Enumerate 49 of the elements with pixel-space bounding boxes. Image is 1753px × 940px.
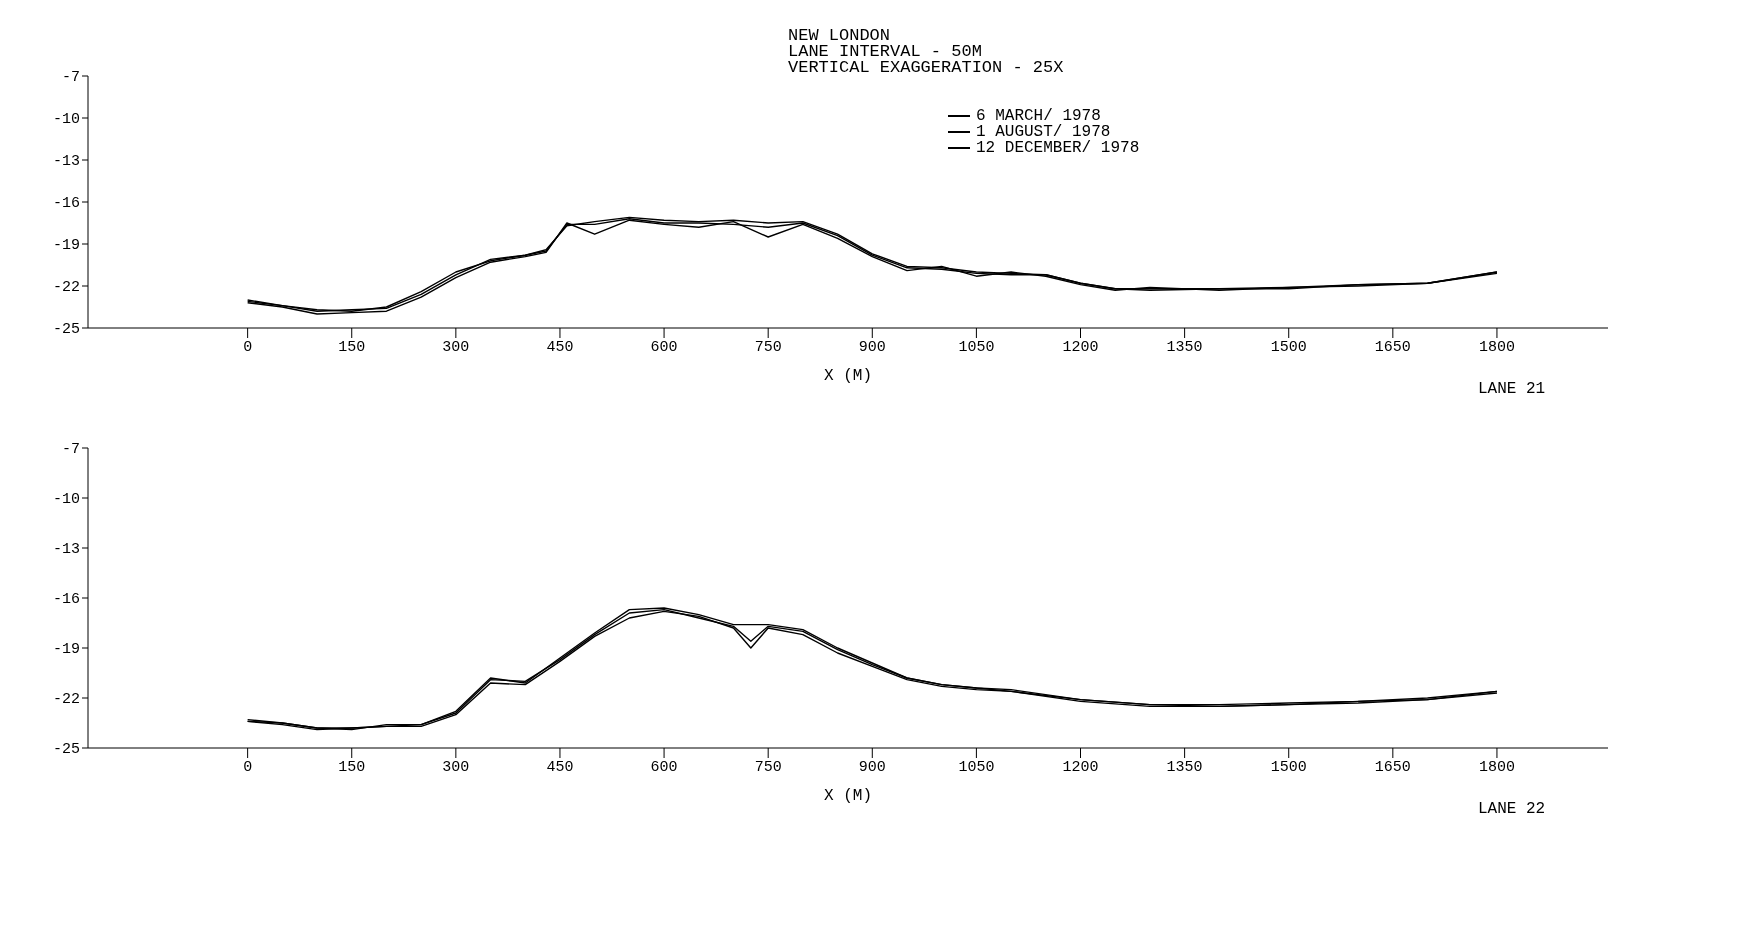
legend-label: 1 AUGUST/ 1978 <box>976 123 1111 141</box>
x-tick-label: 1350 <box>1166 758 1203 776</box>
y-tick-label: -13 <box>52 541 80 559</box>
chart-title: NEW LONDON <box>788 26 892 45</box>
x-tick-label: 150 <box>338 338 366 356</box>
y-tick-label: -10 <box>52 491 80 509</box>
y-tick-label: -19 <box>52 237 80 255</box>
y-tick-label: -10 <box>52 111 80 129</box>
y-tick-label: -19 <box>52 641 80 659</box>
y-tick-label: -22 <box>52 279 80 297</box>
x-axis-title: X (M) <box>823 787 873 805</box>
x-tick-label: 0 <box>243 338 253 356</box>
x-tick-label: 300 <box>442 758 470 776</box>
x-tick-label: 1650 <box>1374 758 1411 776</box>
x-tick-label: 150 <box>338 758 366 776</box>
x-tick-label: 600 <box>650 758 678 776</box>
chart-subtitle: LANE INTERVAL - 50M VERTICAL EXAGGERATION - 25X <box>788 42 1064 77</box>
x-tick-label: 1050 <box>958 338 995 356</box>
x-tick-label: 750 <box>754 338 782 356</box>
y-tick-label: -16 <box>52 195 80 213</box>
y-tick-label: -25 <box>52 321 80 339</box>
y-tick-label: -22 <box>52 691 80 709</box>
x-tick-label: 1500 <box>1270 758 1307 776</box>
x-tick-label: 1650 <box>1374 338 1411 356</box>
x-tick-label: 1350 <box>1166 338 1203 356</box>
legend-label: 12 DECEMBER/ 1978 <box>976 139 1140 157</box>
x-tick-label: 1500 <box>1270 338 1307 356</box>
x-tick-label: 750 <box>754 758 782 776</box>
x-axis-title: X (M) <box>823 367 873 385</box>
y-tick-label: -7 <box>61 69 80 87</box>
x-tick-label: 450 <box>546 338 574 356</box>
x-tick-label: 600 <box>650 338 678 356</box>
y-tick-label: -25 <box>52 741 80 759</box>
x-tick-label: 1800 <box>1478 338 1515 356</box>
legend-label: 6 MARCH/ 1978 <box>976 107 1101 125</box>
x-tick-label: 300 <box>442 338 470 356</box>
x-tick-label: 1200 <box>1062 758 1099 776</box>
x-tick-label: 450 <box>546 758 574 776</box>
text: LANE 21 <box>1478 380 1546 398</box>
y-tick-label: -13 <box>52 153 80 171</box>
x-tick-label: 1050 <box>958 758 995 776</box>
y-tick-label: -7 <box>61 441 80 459</box>
x-tick-label: 900 <box>858 338 886 356</box>
x-tick-label: 1800 <box>1478 758 1515 776</box>
x-tick-label: 1200 <box>1062 338 1099 356</box>
x-tick-label: 0 <box>243 758 253 776</box>
text: LANE 22 <box>1478 800 1546 818</box>
x-tick-label: 900 <box>858 758 886 776</box>
y-tick-label: -16 <box>52 591 80 609</box>
